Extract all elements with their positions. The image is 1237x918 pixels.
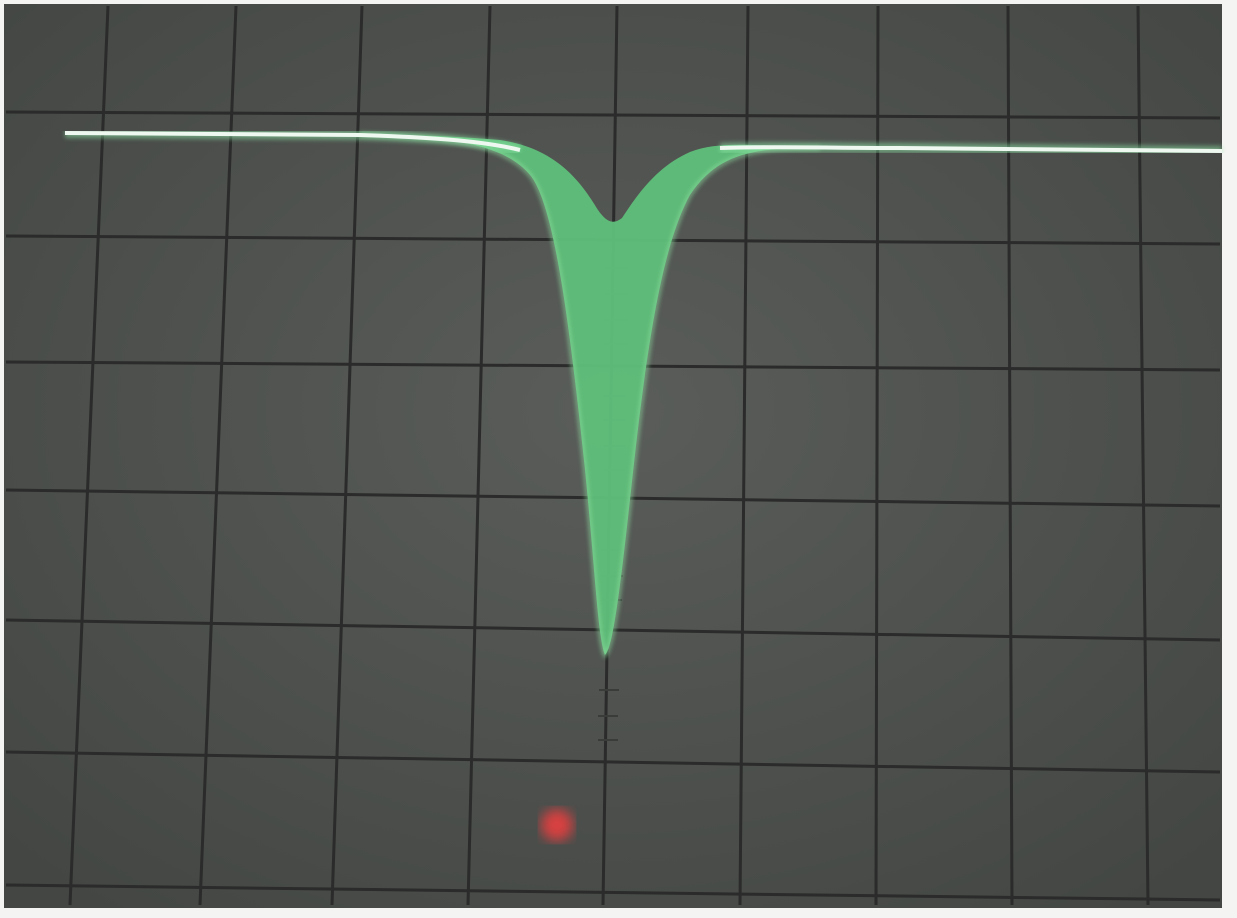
grid-line <box>5 883 1221 902</box>
grid-line <box>466 5 492 906</box>
trace-baseline <box>64 131 1223 153</box>
grid-line <box>330 5 364 906</box>
trace-envelope <box>360 134 820 655</box>
grid-line <box>5 750 1221 774</box>
grid-line <box>1136 5 1150 906</box>
red-indicator <box>541 809 573 841</box>
grid-line <box>68 5 110 906</box>
grid-line <box>1006 5 1014 906</box>
grid-line <box>5 110 1221 120</box>
trace-edge <box>359 132 821 659</box>
grid-line <box>874 5 880 906</box>
